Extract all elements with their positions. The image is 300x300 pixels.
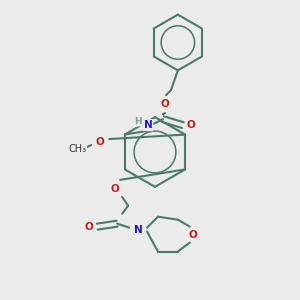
Text: O: O — [186, 120, 195, 130]
Text: O: O — [111, 184, 119, 194]
Text: O: O — [85, 222, 94, 232]
Text: O: O — [188, 230, 197, 240]
Text: N: N — [144, 120, 152, 130]
Text: CH₃: CH₃ — [68, 144, 86, 154]
Text: O: O — [96, 137, 105, 147]
Text: O: O — [160, 99, 169, 109]
Text: H: H — [134, 117, 142, 126]
Text: N: N — [134, 225, 142, 235]
